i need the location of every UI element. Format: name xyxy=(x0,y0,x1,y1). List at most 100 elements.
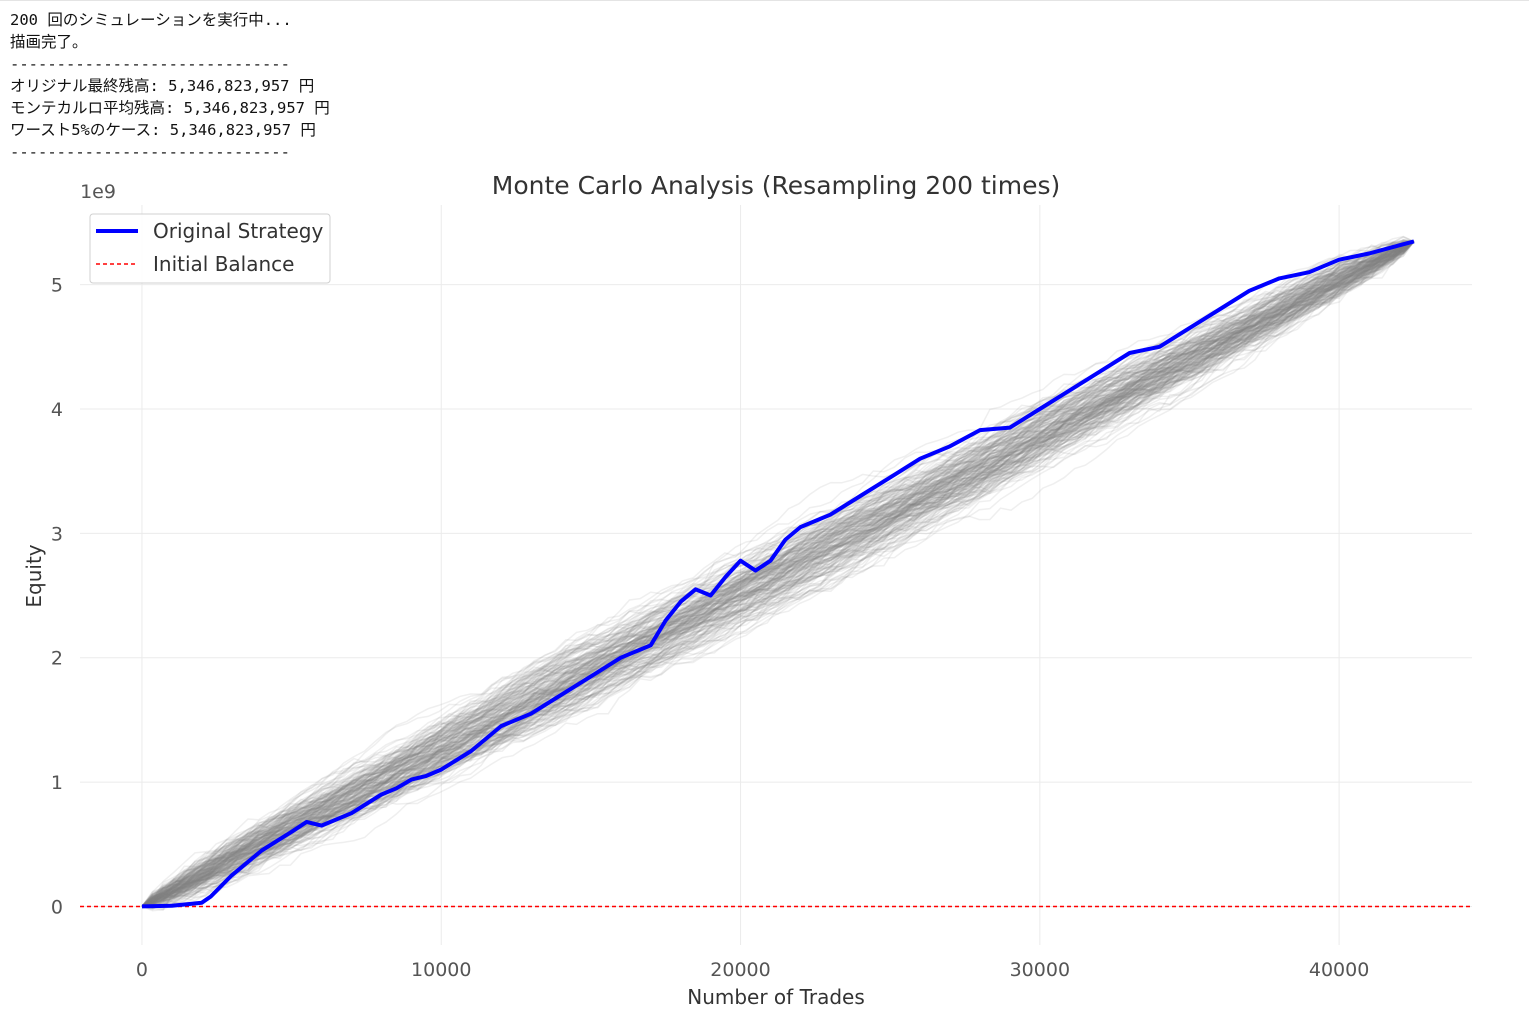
simulation-line xyxy=(141,240,1415,908)
simulation-line xyxy=(141,240,1415,907)
simulation-line xyxy=(141,240,1415,907)
simulation-line xyxy=(141,240,1415,908)
simulation-line xyxy=(141,240,1415,908)
simulation-line xyxy=(141,240,1415,908)
simulation-line xyxy=(141,240,1415,908)
simulation-line xyxy=(141,240,1415,907)
simulation-line xyxy=(141,240,1415,908)
chart-title: Monte Carlo Analysis (Resampling 200 tim… xyxy=(492,171,1060,200)
simulation-line xyxy=(141,240,1415,908)
simulation-line xyxy=(141,240,1415,908)
simulation-line xyxy=(141,240,1415,908)
simulation-line xyxy=(141,240,1415,908)
simulation-line xyxy=(141,236,1415,908)
simulation-line xyxy=(141,240,1415,908)
y-tick-label: 1 xyxy=(51,772,63,794)
simulation-line xyxy=(141,240,1415,908)
simulation-line xyxy=(141,240,1414,907)
simulation-line xyxy=(141,240,1415,908)
simulation-line xyxy=(141,240,1415,908)
simulation-line xyxy=(141,241,1415,908)
simulation-line xyxy=(141,240,1415,908)
simulation-line xyxy=(141,240,1415,909)
simulation-line xyxy=(141,240,1415,908)
simulation-line xyxy=(141,240,1415,907)
simulation-line xyxy=(141,240,1415,908)
simulation-line xyxy=(141,240,1415,908)
simulation-line xyxy=(141,240,1415,908)
simulation-line xyxy=(141,240,1415,907)
simulation-line xyxy=(141,240,1414,908)
simulation-line xyxy=(141,240,1415,908)
simulation-line xyxy=(141,240,1414,908)
simulation-line xyxy=(141,240,1415,908)
y-tick-label: 2 xyxy=(51,648,63,670)
simulation-line xyxy=(141,240,1415,908)
simulation-line xyxy=(141,240,1415,908)
legend-label-initial: Initial Balance xyxy=(153,252,294,276)
simulation-line xyxy=(142,240,1415,908)
simulation-line xyxy=(141,240,1415,909)
simulation-line xyxy=(141,240,1415,907)
simulation-line xyxy=(141,240,1415,908)
simulation-line xyxy=(141,240,1415,908)
simulation-line xyxy=(141,240,1415,907)
simulation-line xyxy=(141,240,1415,908)
y-tick-label: 3 xyxy=(51,523,63,545)
simulation-line xyxy=(141,240,1415,908)
simulation-line xyxy=(141,240,1414,908)
simulation-line xyxy=(141,240,1415,907)
simulation-line xyxy=(141,240,1415,908)
x-tick-label: 0 xyxy=(136,959,148,981)
simulation-line xyxy=(141,240,1414,908)
simulation-line xyxy=(141,241,1415,907)
simulation-line xyxy=(141,240,1415,908)
simulation-line xyxy=(141,240,1415,908)
simulation-line xyxy=(141,240,1415,908)
simulation-line xyxy=(141,240,1415,908)
console-line: モンテカルロ平均残高: 5,346,823,957 円 xyxy=(10,99,330,117)
simulation-line xyxy=(141,240,1415,908)
simulation-line xyxy=(141,240,1415,908)
simulation-line xyxy=(141,240,1415,908)
simulation-line xyxy=(141,240,1414,908)
simulation-line xyxy=(141,240,1415,908)
simulation-line xyxy=(141,240,1414,907)
simulation-line xyxy=(141,240,1415,908)
simulation-line xyxy=(141,235,1415,908)
simulation-line xyxy=(141,240,1415,909)
simulation-line xyxy=(141,240,1415,908)
simulation-line xyxy=(141,240,1415,908)
x-tick-label: 40000 xyxy=(1309,959,1369,981)
simulation-line xyxy=(141,240,1415,907)
simulation-line xyxy=(141,240,1415,910)
simulation-line xyxy=(141,240,1415,907)
simulation-line xyxy=(141,240,1415,908)
simulation-line xyxy=(141,240,1415,908)
simulation-line xyxy=(141,240,1415,908)
simulation-line xyxy=(141,241,1415,908)
simulation-line xyxy=(141,241,1415,908)
simulation-line xyxy=(141,239,1415,907)
simulation-line xyxy=(141,240,1415,908)
simulation-line xyxy=(141,240,1415,908)
simulation-line xyxy=(141,240,1415,907)
simulation-line xyxy=(141,240,1415,908)
simulation-line xyxy=(141,240,1415,908)
console-output: 200 回のシミュレーションを実行中... 描画完了。 --------------… xyxy=(10,9,330,163)
console-line: 200 回のシミュレーションを実行中... xyxy=(10,11,292,29)
console-line: ------------------------------ xyxy=(10,55,290,73)
simulation-line xyxy=(141,240,1415,908)
simulation-line xyxy=(141,240,1415,908)
simulation-line xyxy=(141,240,1415,908)
simulation-line xyxy=(141,240,1415,909)
simulation-line xyxy=(141,240,1415,907)
simulation-line xyxy=(141,240,1414,908)
simulation-line xyxy=(141,240,1415,908)
simulation-line xyxy=(141,240,1415,908)
x-tick-label: 30000 xyxy=(1010,959,1070,981)
simulation-line xyxy=(141,240,1415,908)
simulation-line xyxy=(141,240,1415,907)
legend: Original Strategy Initial Balance xyxy=(89,213,331,284)
simulation-line xyxy=(141,240,1415,908)
